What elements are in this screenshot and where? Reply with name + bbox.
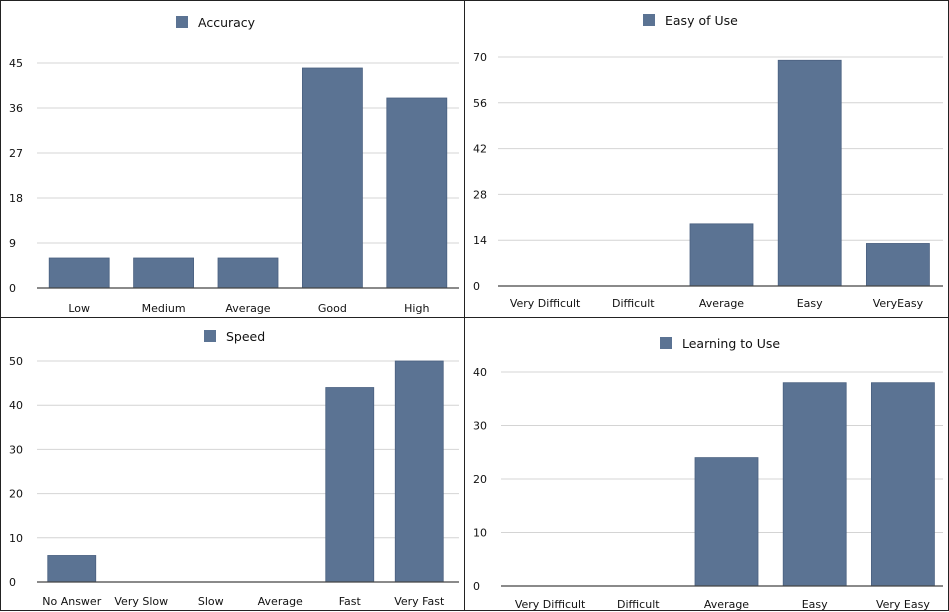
y-tick-label: 45 xyxy=(9,57,23,70)
bar xyxy=(870,382,935,587)
legend-label: Learning to Use xyxy=(682,336,780,351)
x-tick-label: High xyxy=(404,302,429,315)
y-tick-label: 20 xyxy=(473,473,487,486)
chart-accuracy: Accuracy 0 9 18 27 36 45 Low Medium Average Good Hi… xyxy=(9,15,459,315)
y-tick-label: 30 xyxy=(473,420,487,433)
bar xyxy=(386,97,448,289)
bar xyxy=(694,457,759,587)
x-tick-label: Average xyxy=(258,595,303,608)
x-tick-label: Very Slow xyxy=(114,595,168,608)
x-tick-label: Average xyxy=(225,302,270,315)
x-tick-label: Fast xyxy=(339,595,362,608)
y-tick-label: 10 xyxy=(473,527,487,540)
bar xyxy=(394,360,444,583)
x-tick-label: Easy xyxy=(797,297,823,310)
y-tick-label: 30 xyxy=(9,443,23,456)
x-tick-label: Very Easy xyxy=(876,598,930,611)
bar xyxy=(865,243,930,287)
bar xyxy=(782,382,847,587)
y-tick-label: 50 xyxy=(9,355,23,368)
chart-panel-accuracy: Accuracy 0 9 18 27 36 45 Low Medium Average Good Hi… xyxy=(0,0,465,318)
x-tick-label: Slow xyxy=(198,595,224,608)
y-tick-label: 27 xyxy=(9,147,23,160)
x-tick-label: Medium xyxy=(142,302,186,315)
y-tick-label: 40 xyxy=(9,399,23,412)
y-tick-label: 28 xyxy=(473,188,487,201)
y-tick-label: 36 xyxy=(9,102,23,115)
y-tick-label: 0 xyxy=(9,576,16,589)
x-tick-label: Average xyxy=(704,598,749,611)
bar xyxy=(777,59,842,287)
y-tick-label: 40 xyxy=(473,366,487,379)
bar xyxy=(689,223,754,287)
chart-panel-easy-of-use: Easy of Use 0 14 28 42 56 70 Very Difficult Diff… xyxy=(464,0,949,318)
y-tick-label: 10 xyxy=(9,532,23,545)
legend-label: Accuracy xyxy=(198,15,256,30)
y-tick-label: 0 xyxy=(473,580,480,593)
chart-speed: Speed 0 10 20 30 40 50 No Answer Very Slow Slow Av… xyxy=(9,329,459,608)
y-tick-label: 14 xyxy=(473,234,487,247)
x-tick-label: Low xyxy=(68,302,90,315)
x-tick-label: Easy xyxy=(802,598,828,611)
legend-label: Easy of Use xyxy=(665,13,738,28)
chart-panel-speed: Speed 0 10 20 30 40 50 No Answer Very Slow Slow Av… xyxy=(0,317,465,611)
legend-swatch xyxy=(176,16,188,28)
y-tick-label: 9 xyxy=(9,237,16,250)
x-tick-label: Difficult xyxy=(612,297,655,310)
x-tick-label: Good xyxy=(318,302,347,315)
legend-swatch xyxy=(643,14,655,26)
x-tick-label: Very Difficult xyxy=(510,297,581,310)
legend-swatch xyxy=(204,330,216,342)
legend-swatch xyxy=(660,337,672,349)
bar xyxy=(301,67,363,289)
chart-learning-to-use: Learning to Use 0 10 20 30 40 Very Difficult Di… xyxy=(473,336,943,611)
chart-easy-of-use: Easy of Use 0 14 28 42 56 70 Very Difficult Diff… xyxy=(473,13,943,310)
bar xyxy=(325,387,375,583)
y-tick-label: 0 xyxy=(473,280,480,293)
x-tick-label: Very Difficult xyxy=(515,598,586,611)
y-tick-label: 42 xyxy=(473,143,487,156)
x-tick-label: Very Fast xyxy=(394,595,445,608)
x-tick-label: No Answer xyxy=(42,595,101,608)
bar xyxy=(133,257,195,289)
y-tick-label: 20 xyxy=(9,488,23,501)
legend-label: Speed xyxy=(226,329,265,344)
y-tick-label: 0 xyxy=(9,282,16,295)
y-tick-label: 18 xyxy=(9,192,23,205)
chart-panel-learning-to-use: Learning to Use 0 10 20 30 40 Very Difficult Di… xyxy=(464,317,949,611)
x-tick-label: Average xyxy=(699,297,744,310)
bar xyxy=(47,555,97,583)
y-tick-label: 56 xyxy=(473,97,487,110)
x-tick-label: VeryEasy xyxy=(873,297,924,310)
x-tick-label: Difficult xyxy=(617,598,660,611)
bar xyxy=(48,257,110,289)
y-tick-label: 70 xyxy=(473,51,487,64)
bar xyxy=(217,257,279,289)
